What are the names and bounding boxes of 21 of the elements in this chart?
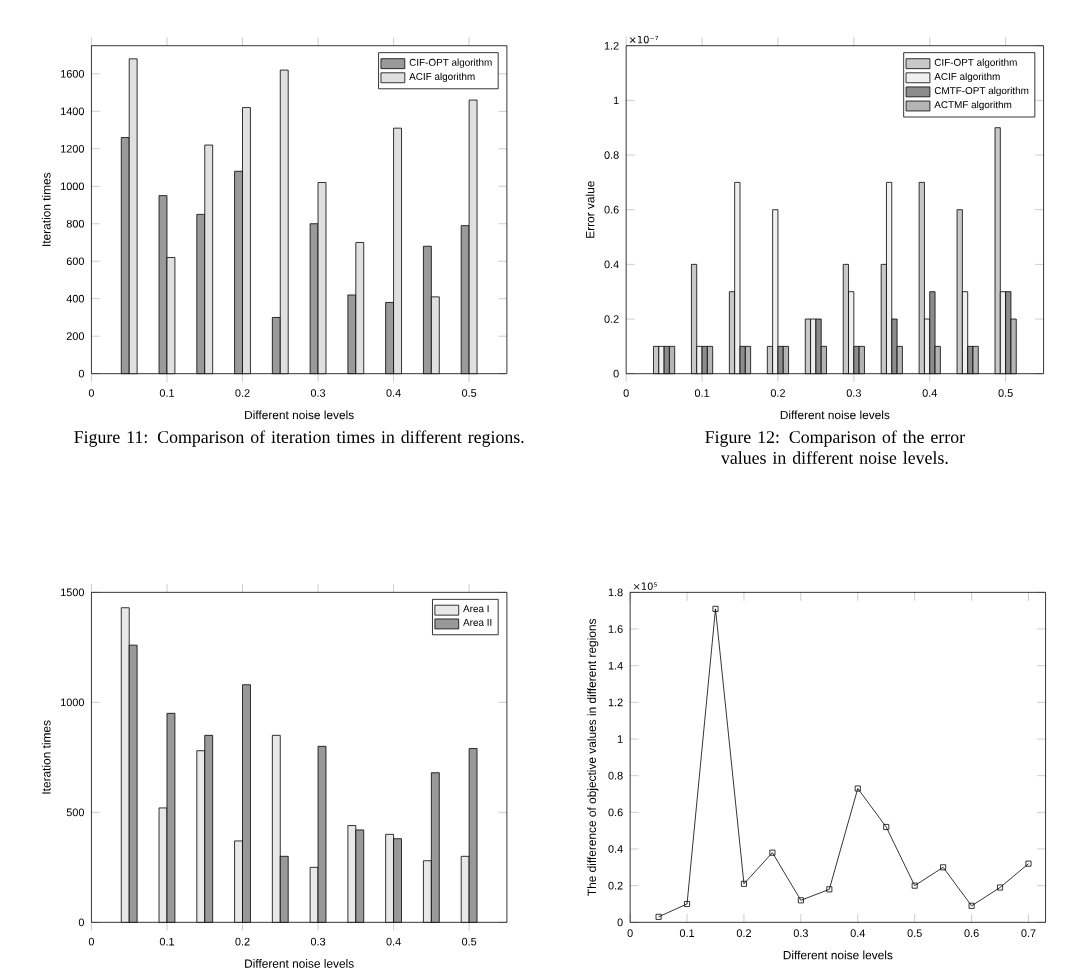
caption: Figure 11: Comparison of iteration times in different regions. [74,430,524,447]
point [854,785,861,792]
bar [929,291,936,374]
bar [815,318,822,374]
caption: Figure 12: Comparison of the error values in different noise levels. [705,430,965,464]
bar [663,345,670,374]
point [797,897,804,904]
point [997,884,1004,891]
bar [772,209,779,374]
point [883,823,890,830]
point [911,882,918,889]
point [712,605,719,612]
bar [734,181,741,374]
point [940,864,947,871]
bar [886,181,893,374]
point [769,849,776,856]
bar [701,345,708,374]
point [684,900,691,907]
point [740,880,747,887]
point [826,886,833,893]
point [968,902,975,909]
